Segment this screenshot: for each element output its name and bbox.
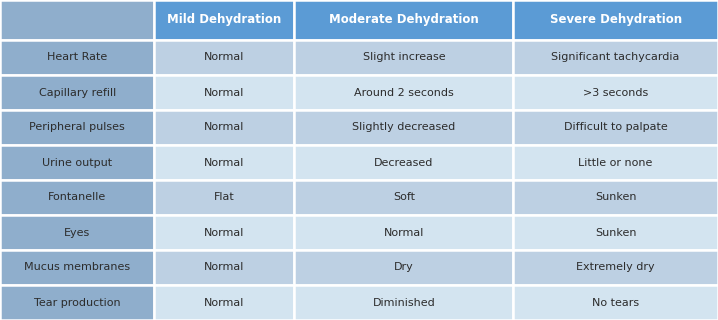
Text: Normal: Normal bbox=[204, 228, 245, 237]
Bar bbox=[0, 180, 154, 215]
Text: Difficult to palpate: Difficult to palpate bbox=[564, 123, 668, 132]
Text: Normal: Normal bbox=[204, 298, 245, 308]
Text: Peripheral pulses: Peripheral pulses bbox=[29, 123, 125, 132]
Bar bbox=[513, 285, 718, 320]
Text: Mild Dehydration: Mild Dehydration bbox=[167, 13, 281, 27]
Bar bbox=[0, 215, 154, 250]
Text: Normal: Normal bbox=[204, 262, 245, 273]
Bar bbox=[154, 110, 294, 145]
Text: Moderate Dehydration: Moderate Dehydration bbox=[329, 13, 479, 27]
Text: Little or none: Little or none bbox=[579, 157, 653, 167]
Bar bbox=[154, 250, 294, 285]
Text: Flat: Flat bbox=[214, 193, 235, 203]
Text: Decreased: Decreased bbox=[374, 157, 434, 167]
Text: Normal: Normal bbox=[204, 157, 245, 167]
Bar bbox=[294, 75, 513, 110]
Bar bbox=[513, 0, 718, 40]
Bar bbox=[154, 145, 294, 180]
Text: Slight increase: Slight increase bbox=[363, 52, 445, 62]
Text: Normal: Normal bbox=[204, 87, 245, 98]
Bar bbox=[294, 40, 513, 75]
Text: Tear production: Tear production bbox=[34, 298, 121, 308]
Bar bbox=[154, 40, 294, 75]
Bar bbox=[154, 215, 294, 250]
Text: Mucus membranes: Mucus membranes bbox=[24, 262, 130, 273]
Text: Severe Dehydration: Severe Dehydration bbox=[549, 13, 682, 27]
Bar bbox=[513, 215, 718, 250]
Bar bbox=[294, 250, 513, 285]
Bar bbox=[294, 215, 513, 250]
Bar bbox=[0, 145, 154, 180]
Text: Around 2 seconds: Around 2 seconds bbox=[354, 87, 454, 98]
Text: Normal: Normal bbox=[204, 52, 245, 62]
Bar bbox=[513, 110, 718, 145]
Bar bbox=[513, 180, 718, 215]
Bar bbox=[0, 0, 154, 40]
Bar bbox=[294, 285, 513, 320]
Text: Heart Rate: Heart Rate bbox=[47, 52, 107, 62]
Bar bbox=[154, 180, 294, 215]
Bar bbox=[0, 110, 154, 145]
Text: Extremely dry: Extremely dry bbox=[577, 262, 655, 273]
Bar bbox=[154, 75, 294, 110]
Bar bbox=[0, 250, 154, 285]
Bar bbox=[294, 180, 513, 215]
Bar bbox=[294, 145, 513, 180]
Text: Sunken: Sunken bbox=[595, 193, 636, 203]
Text: Normal: Normal bbox=[383, 228, 424, 237]
Bar bbox=[294, 110, 513, 145]
Bar bbox=[294, 0, 513, 40]
Text: Fontanelle: Fontanelle bbox=[48, 193, 106, 203]
Bar bbox=[0, 75, 154, 110]
Bar bbox=[513, 75, 718, 110]
Text: Sunken: Sunken bbox=[595, 228, 636, 237]
Text: Diminished: Diminished bbox=[373, 298, 435, 308]
Bar bbox=[154, 0, 294, 40]
Bar bbox=[513, 250, 718, 285]
Text: Dry: Dry bbox=[394, 262, 414, 273]
Bar bbox=[154, 285, 294, 320]
Text: Urine output: Urine output bbox=[42, 157, 112, 167]
Text: Significant tachycardia: Significant tachycardia bbox=[551, 52, 680, 62]
Bar bbox=[513, 40, 718, 75]
Text: Eyes: Eyes bbox=[64, 228, 90, 237]
Text: Normal: Normal bbox=[204, 123, 245, 132]
Bar bbox=[0, 285, 154, 320]
Text: Soft: Soft bbox=[393, 193, 415, 203]
Text: Capillary refill: Capillary refill bbox=[39, 87, 116, 98]
Text: Slightly decreased: Slightly decreased bbox=[353, 123, 455, 132]
Bar bbox=[0, 40, 154, 75]
Text: No tears: No tears bbox=[592, 298, 639, 308]
Bar bbox=[513, 145, 718, 180]
Text: >3 seconds: >3 seconds bbox=[583, 87, 648, 98]
